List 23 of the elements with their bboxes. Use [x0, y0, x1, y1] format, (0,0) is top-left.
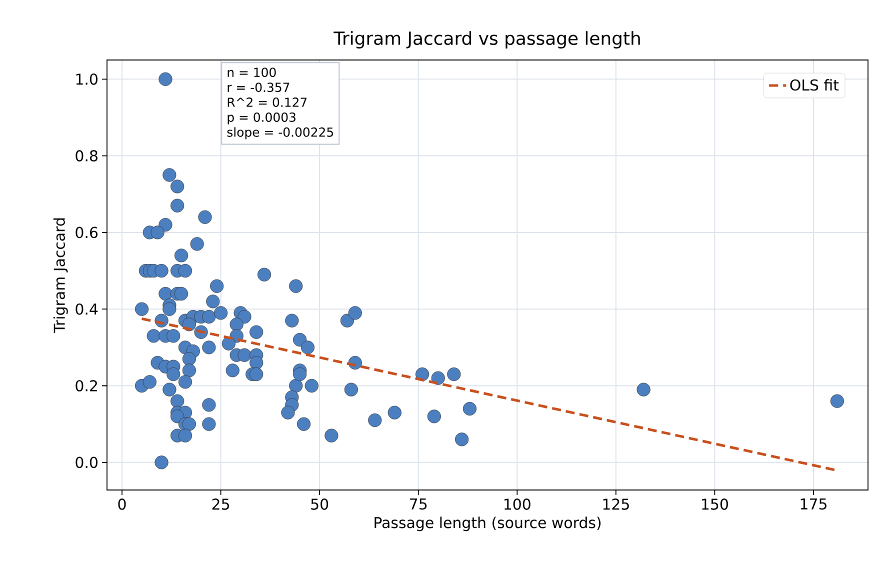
x-tick-label: 150 — [702, 498, 728, 510]
annotation: n = 100 — [228, 68, 276, 78]
x-tick-label: 125 — [603, 498, 629, 510]
annotation: p = 0.0003 — [228, 112, 296, 124]
y-axis-title: Trigram Jaccard — [53, 218, 68, 333]
annotation: slope = -0.00225 — [227, 127, 334, 140]
x-tick-label: 50 — [311, 498, 328, 510]
x-tick-label: 175 — [800, 498, 826, 510]
chart-title: Trigram Jaccard vs passage length — [334, 31, 640, 48]
y-tick-label: 0.2 — [76, 380, 97, 392]
y-tick-label: 0.4 — [76, 303, 98, 315]
x-tick-label: 0 — [118, 498, 126, 510]
y-tick-label: 0.0 — [76, 456, 98, 468]
legend-label: OLS fit — [790, 79, 839, 91]
x-axis-title: Passage length (source words) — [374, 516, 601, 532]
y-tick-label: 0.6 — [76, 226, 98, 238]
x-tick-label: 25 — [212, 498, 229, 510]
x-tick-label: 100 — [504, 498, 530, 510]
x-tick-label: 75 — [410, 498, 427, 510]
y-tick-label: 1.0 — [76, 74, 98, 85]
annotation: r = -0.357 — [228, 82, 290, 92]
annotation: R^2 = 0.127 — [228, 98, 307, 107]
y-tick-label: 0.8 — [76, 150, 98, 162]
